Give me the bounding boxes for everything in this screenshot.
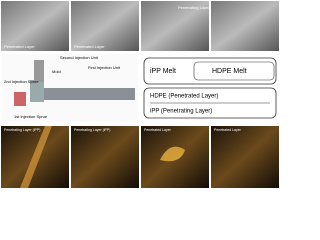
image-label: Penetrated Layer — [74, 44, 105, 49]
figure: Penetrated Layer Penetrated Layer Penetr… — [1, 1, 279, 188]
sem-image — [1, 1, 69, 51]
mold-part — [14, 92, 26, 106]
label: HDPE (Penetrated Layer) — [150, 94, 218, 100]
micrograph — [71, 126, 139, 188]
label: First Injection Unit — [88, 65, 121, 70]
flow-diagrams: iPP Melt HDPE Melt HDPE (Penetrated Laye… — [143, 57, 277, 119]
texture — [160, 146, 185, 162]
label: 2nd Injection Sprue — [4, 79, 39, 84]
image-label: Penetrating Layer — [178, 5, 210, 10]
schematic: Second Injection Unit Mold First Injecti… — [2, 54, 138, 122]
polarized-row: Penetrating Layer (iPP) Penetrating Laye… — [1, 126, 279, 188]
label: Mold — [52, 69, 61, 74]
sem-row: Penetrated Layer Penetrated Layer Penetr… — [1, 1, 279, 51]
hdpe-melt — [193, 61, 275, 81]
image-label: Penetrating Layer (iPP) — [4, 128, 40, 132]
micrograph — [211, 126, 279, 188]
image-label: Penetrated Layer — [4, 44, 35, 49]
label: Second Injection Unit — [60, 55, 99, 60]
image-label: Penetrating Layer (iPP) — [74, 128, 110, 132]
sem-image — [71, 1, 139, 51]
image-label: Penetrated Layer — [214, 128, 242, 132]
texture — [20, 126, 52, 188]
barrel — [40, 88, 135, 100]
mold-block — [30, 80, 44, 102]
sem-image — [211, 1, 279, 51]
image-label: Penetrated Layer — [144, 128, 172, 132]
label: HDPE Melt — [212, 68, 247, 75]
sem-image — [141, 1, 209, 51]
second-unit — [34, 60, 44, 82]
label: iPP (Penetrating Layer) — [150, 109, 212, 115]
label: iPP Melt — [150, 68, 176, 75]
label: 1st Injection Sprue — [14, 114, 48, 119]
